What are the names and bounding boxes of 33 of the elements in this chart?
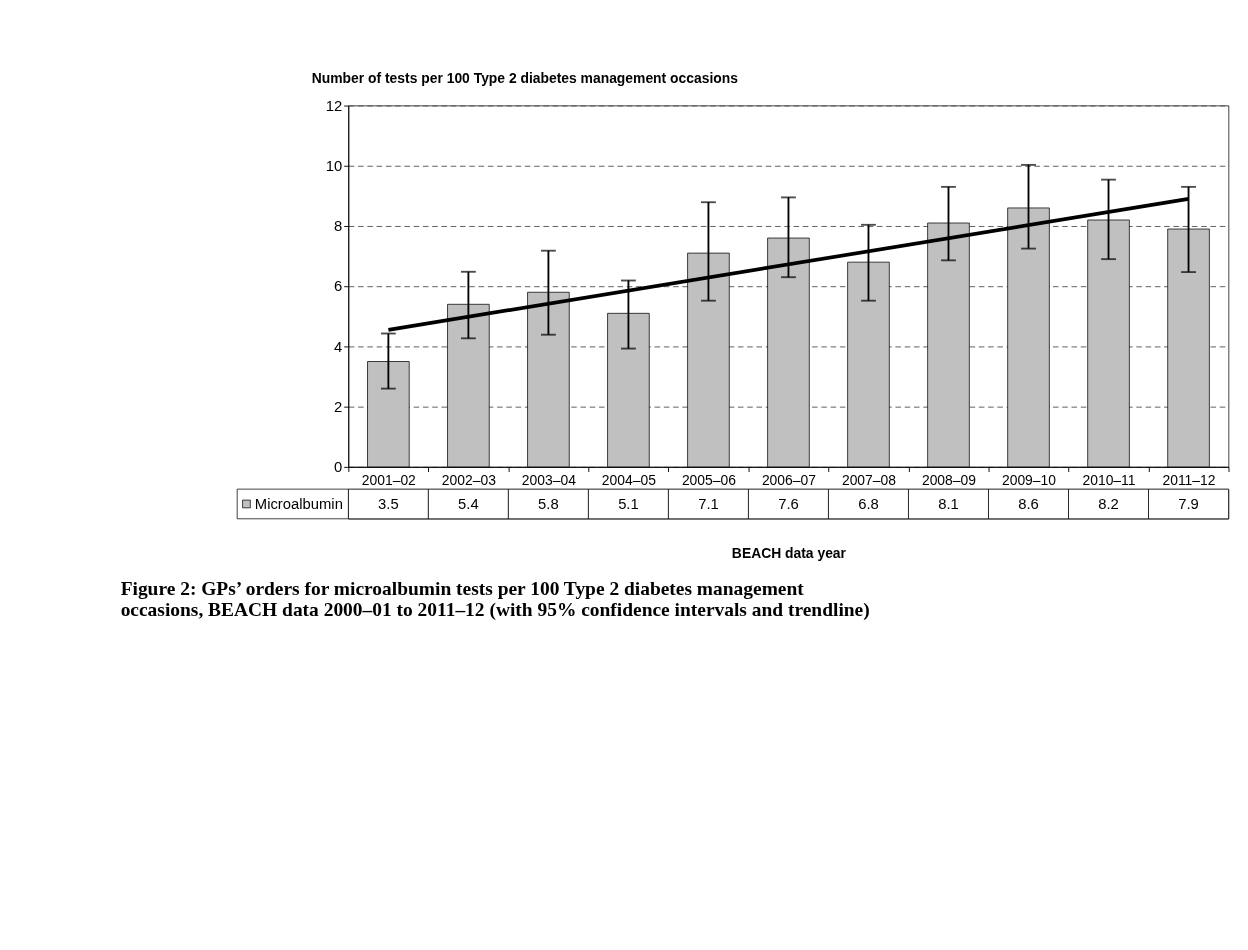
data-label: 7.9 bbox=[1178, 495, 1199, 512]
x-tick-label: 2006–07 bbox=[761, 471, 817, 488]
y-tick-label: 6 bbox=[334, 278, 343, 295]
data-label: 8.6 bbox=[1018, 495, 1039, 512]
data-label: 5.8 bbox=[538, 495, 559, 512]
y-tick-label: 0 bbox=[334, 459, 343, 475]
x-tick-label: 2002–03 bbox=[441, 471, 497, 488]
caption: Figure 2: GPs’ orders for microalbumin tests per 100 Type 2 diabetes management occasions, BEACH data 2000–01 to 2011–12 (with 95% confidence intervals and trendline) bbox=[120, 578, 870, 622]
y-tick-label: 4 bbox=[334, 338, 343, 355]
x-tick-label: 2003–04 bbox=[521, 471, 577, 488]
x-tick-label: 2010–11 bbox=[1082, 471, 1136, 488]
y-tick-label: 12 bbox=[325, 97, 343, 114]
x-axis-title: BEACH data year bbox=[731, 545, 847, 562]
x-tick-label: 2008–09 bbox=[921, 471, 977, 488]
y-tick-label: 10 bbox=[325, 157, 343, 174]
legend-label: Microalbumin bbox=[254, 495, 343, 512]
data-label: 5.1 bbox=[618, 495, 639, 512]
data-label: 7.6 bbox=[778, 495, 799, 512]
x-tick-label: 2005–06 bbox=[681, 471, 737, 488]
data-label: 6.8 bbox=[858, 495, 879, 512]
y-tick-label: 8 bbox=[334, 218, 343, 235]
data-label: 8.2 bbox=[1098, 495, 1119, 512]
x-tick-label: 2009–10 bbox=[1001, 471, 1057, 488]
y-tick-label: 2 bbox=[334, 398, 343, 415]
data-label: 8.1 bbox=[938, 495, 959, 512]
x-tick-label: 2001–02 bbox=[361, 471, 417, 488]
data-label: 7.1 bbox=[698, 495, 719, 512]
x-tick-label: 2011–12 bbox=[1162, 471, 1216, 488]
x-tick-label: 2007–08 bbox=[841, 471, 897, 488]
data-label: 3.5 bbox=[378, 495, 399, 512]
y-axis-title: Number of tests per 100 Type 2 diabetes management occasions bbox=[311, 69, 739, 86]
x-tick-label: 2004–05 bbox=[601, 471, 657, 488]
data-label: 5.4 bbox=[458, 495, 479, 512]
